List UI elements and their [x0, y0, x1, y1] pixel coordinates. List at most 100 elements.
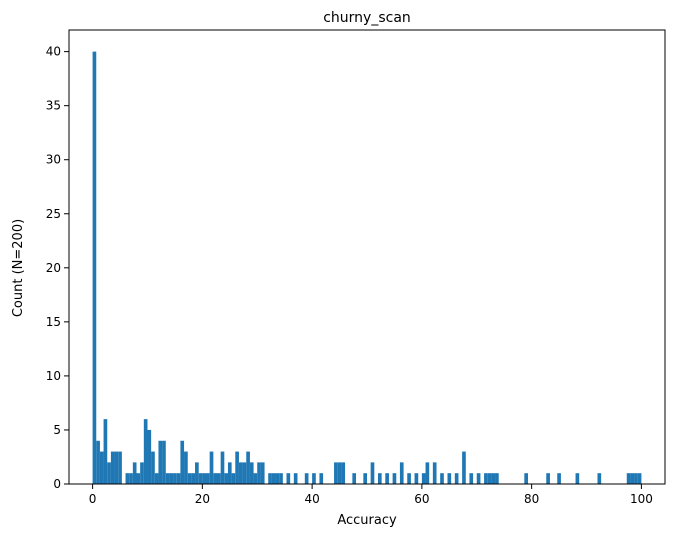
histogram-bar: [637, 473, 642, 484]
histogram-bar: [341, 462, 346, 484]
x-tick-label: 100: [630, 492, 653, 506]
histogram-bar: [385, 473, 389, 484]
histogram-bar: [140, 462, 144, 484]
histogram-bar: [286, 473, 291, 484]
histogram-bar: [257, 462, 261, 484]
histogram-bar: [173, 473, 177, 484]
histogram-bar: [169, 473, 174, 484]
histogram-bar: [630, 473, 635, 484]
histogram-bar: [484, 473, 488, 484]
histogram-bar: [487, 473, 492, 484]
histogram-bar: [191, 473, 196, 484]
x-tick-label: 60: [414, 492, 429, 506]
y-tick-label: 0: [53, 477, 61, 491]
histogram-bar: [249, 462, 254, 484]
histogram-bar: [260, 462, 265, 484]
histogram-bar: [253, 473, 258, 484]
histogram-bar: [92, 51, 97, 484]
x-tick-label: 40: [304, 492, 319, 506]
histogram-bar: [136, 473, 141, 484]
histogram-bar: [103, 419, 108, 484]
y-axis-ticks: 0 5 10 15 20 25 30 35 40: [46, 45, 69, 491]
histogram-bar: [454, 473, 459, 484]
histogram-bar: [195, 462, 199, 484]
histogram-bar: [304, 473, 309, 484]
y-tick-label: 35: [46, 99, 61, 113]
histogram-bar: [337, 462, 342, 484]
histogram-bar: [158, 440, 163, 484]
histogram-bar: [575, 473, 580, 484]
y-tick-label: 30: [46, 153, 61, 167]
plot-frame: [68, 29, 666, 485]
histogram-bar: [184, 451, 188, 484]
histogram-bar: [546, 473, 550, 484]
histogram-bar: [275, 473, 280, 484]
histogram-bar: [238, 462, 243, 484]
histogram-bar: [268, 473, 272, 484]
histogram-bar: [107, 462, 111, 484]
histogram-bar: [421, 473, 426, 484]
histogram-bar: [99, 451, 104, 484]
histogram-bar: [557, 473, 561, 484]
histogram-bar: [462, 451, 466, 484]
histogram-bar: [334, 462, 338, 484]
histogram-bar: [165, 473, 170, 484]
histogram-bar: [209, 451, 214, 484]
histogram-bar: [352, 473, 357, 484]
histogram-bar: [271, 473, 276, 484]
histogram-bar: [524, 473, 528, 484]
histogram-bar: [242, 462, 247, 484]
histogram-bar: [377, 473, 382, 484]
histogram-bar: [432, 462, 437, 484]
histogram-bar: [224, 473, 228, 484]
x-tick-label: 0: [89, 492, 97, 506]
histogram-bar: [216, 473, 221, 484]
y-tick-label: 15: [46, 315, 61, 329]
histogram-bar: [469, 473, 474, 484]
histogram-bar: [147, 429, 152, 484]
chart-title: churny_scan: [323, 10, 411, 26]
y-tick-label: 40: [46, 45, 61, 59]
y-tick-label: 10: [46, 369, 61, 383]
histogram-bar: [447, 473, 452, 484]
histogram-bar: [231, 473, 236, 484]
histogram-bar: [132, 462, 137, 484]
histogram-bar: [143, 419, 148, 484]
x-axis-label: Accuracy: [337, 513, 397, 528]
histogram-bar: [597, 473, 602, 484]
histogram-bar: [151, 451, 155, 484]
histogram-bar: [392, 473, 397, 484]
histogram-bar: [312, 473, 316, 484]
histogram-bar: [495, 473, 499, 484]
histogram-bar: [293, 473, 298, 484]
histogram-bar: [363, 473, 367, 484]
histogram-bar: [129, 473, 133, 484]
histogram-bar: [180, 440, 185, 484]
histogram-bar: [162, 440, 166, 484]
histogram-bar: [176, 473, 181, 484]
histogram-bar: [476, 473, 481, 484]
y-tick-label: 25: [46, 207, 61, 221]
histogram-bar: [319, 473, 324, 484]
bars-group: [92, 51, 642, 484]
y-axis-label: Count (N=200): [11, 219, 26, 317]
histogram-bar: [96, 440, 100, 484]
histogram-bar: [125, 473, 130, 484]
histogram-bar: [235, 451, 239, 484]
histogram-bar: [370, 462, 375, 484]
histogram-bar: [118, 451, 122, 484]
histogram-bar: [220, 451, 225, 484]
histogram-bar: [399, 462, 404, 484]
histogram-bar: [187, 473, 192, 484]
histogram-bar: [154, 473, 159, 484]
histogram-bar: [110, 451, 115, 484]
histogram-bar: [213, 473, 217, 484]
histogram-bar: [626, 473, 631, 484]
histogram-bar: [440, 473, 444, 484]
histogram-bar: [114, 451, 119, 484]
histogram-bar: [246, 451, 250, 484]
histogram-bar: [407, 473, 411, 484]
y-tick-label: 5: [53, 423, 61, 437]
x-tick-label: 20: [195, 492, 210, 506]
